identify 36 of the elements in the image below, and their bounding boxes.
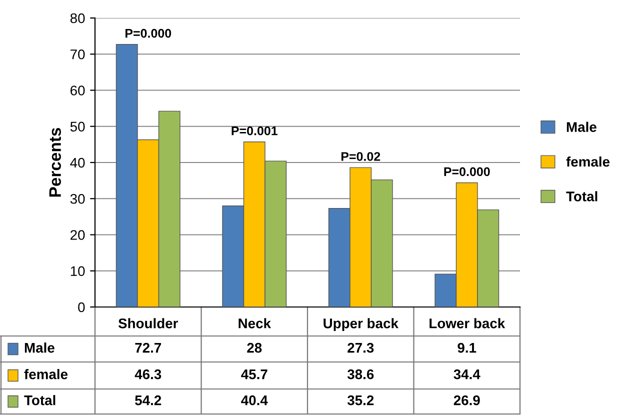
y-tick-label: 50 bbox=[70, 122, 85, 132]
data-label: 46.3 bbox=[134, 369, 162, 380]
data-label: 35.2 bbox=[347, 395, 374, 406]
y-tick-label: 80 bbox=[70, 13, 85, 24]
y-tick-label: 70 bbox=[70, 49, 85, 60]
text: Total bbox=[24, 395, 56, 406]
y-tick-label: 30 bbox=[70, 194, 85, 204]
x-tick-label: Upper back bbox=[324, 318, 398, 332]
y-tick-label: 20 bbox=[70, 230, 85, 240]
data-label: 40.4 bbox=[241, 395, 268, 406]
text: Male bbox=[566, 122, 596, 132]
data-label: 38.6 bbox=[347, 369, 374, 380]
data-label: 54.2 bbox=[135, 395, 162, 406]
y-tick-label: 10 bbox=[70, 266, 85, 276]
data-label: 9.1 bbox=[458, 342, 476, 353]
y-axis-title: Percents bbox=[49, 128, 61, 197]
x-tick-label: Shoulder bbox=[118, 318, 178, 328]
annotation: P=0.000 bbox=[126, 28, 172, 38]
annotation: P=0.000 bbox=[444, 167, 490, 176]
data-label: 45.7 bbox=[241, 370, 268, 380]
y-tick-label: 60 bbox=[70, 86, 85, 96]
legend-label: Total bbox=[566, 191, 598, 202]
data-label: 72.7 bbox=[135, 342, 162, 353]
y-tick-label: 40 bbox=[70, 158, 85, 168]
legend-label: Male bbox=[24, 342, 54, 353]
x-tick-label: Neck bbox=[238, 318, 271, 328]
data-label: 27.3 bbox=[348, 342, 374, 353]
text: female bbox=[24, 369, 68, 380]
data-label: 28 bbox=[247, 342, 262, 353]
data-label: 26.9 bbox=[454, 395, 480, 406]
legend-label: female bbox=[566, 156, 610, 167]
annotation: P=0.001 bbox=[232, 126, 278, 136]
data-label: 34.4 bbox=[454, 369, 480, 380]
y-tick-label: 0 bbox=[78, 302, 85, 312]
x-tick-label: Lower back bbox=[430, 318, 506, 328]
annotation: P=0.02 bbox=[341, 152, 380, 161]
